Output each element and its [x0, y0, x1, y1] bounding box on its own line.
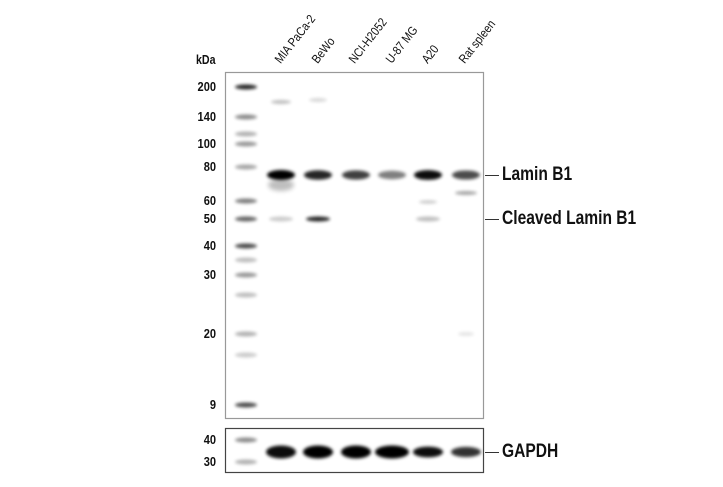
cleaved-lamin-b1-band: [416, 216, 440, 222]
lamin-b1-label: Lamin B1: [502, 164, 573, 185]
gapdh-marker-40: 40: [203, 432, 216, 447]
kda-unit-label: kDa: [196, 52, 216, 67]
ladder-band: [235, 292, 257, 298]
marker-20: 20: [203, 326, 216, 341]
ladder-band: [235, 131, 257, 137]
cleaved-lamin-b1-band: [269, 216, 293, 222]
gapdh-ladder-band: [235, 459, 257, 465]
marker-100: 100: [197, 136, 216, 151]
gapdh-marker-30: 30: [203, 454, 216, 469]
ladder-band: [235, 272, 257, 278]
lamin-b1-band: [304, 170, 332, 180]
lamin-b1-band: [414, 170, 442, 180]
marker-200: 200: [197, 79, 216, 94]
marker-30: 30: [203, 267, 216, 282]
gapdh-band: [266, 445, 296, 459]
ladder-band: [235, 141, 257, 147]
ladder-band: [235, 114, 257, 120]
marker-9: 9: [209, 397, 216, 412]
marker-60: 60: [203, 193, 216, 208]
ladder-band: [235, 216, 257, 222]
high-mw-band: [271, 100, 291, 104]
main-blot-frame: [224, 71, 485, 420]
cleaved-lamin-b1-pointer-line: [485, 219, 499, 220]
gapdh-label: GAPDH: [502, 441, 559, 462]
lamin-b1-band: [267, 170, 295, 180]
ladder-band: [235, 84, 257, 90]
cleaved-lamin-b1-band: [306, 216, 330, 222]
ladder-band: [235, 402, 257, 408]
gapdh-band: [413, 446, 443, 458]
ladder-band: [235, 243, 257, 249]
lamin-b1-pointer-line: [485, 175, 499, 176]
high-mw-band: [309, 98, 327, 102]
lamin-b1-band: [452, 170, 480, 180]
marker-80: 80: [203, 159, 216, 174]
marker-140: 140: [197, 109, 216, 124]
gapdh-ladder-band: [235, 437, 257, 443]
gapdh-band: [451, 446, 481, 458]
marker-50: 50: [203, 211, 216, 226]
ladder-band: [235, 164, 257, 170]
cleaved-lamin-b1-label: Cleaved Lamin B1: [502, 208, 637, 229]
gapdh-band: [375, 445, 409, 459]
gapdh-pointer-line: [485, 452, 499, 453]
smear: [268, 179, 294, 191]
gapdh-band: [303, 445, 333, 459]
lamin-b1-band: [378, 170, 406, 180]
ladder-band: [235, 352, 257, 358]
lamin-b1-band: [342, 170, 370, 180]
ladder-band: [235, 198, 257, 204]
extra-band: [455, 191, 477, 195]
marker-40: 40: [203, 238, 216, 253]
gapdh-band: [341, 445, 371, 459]
ladder-band: [235, 257, 257, 263]
extra-band: [419, 200, 437, 204]
ladder-band: [235, 331, 257, 337]
faint-band: [458, 332, 474, 336]
